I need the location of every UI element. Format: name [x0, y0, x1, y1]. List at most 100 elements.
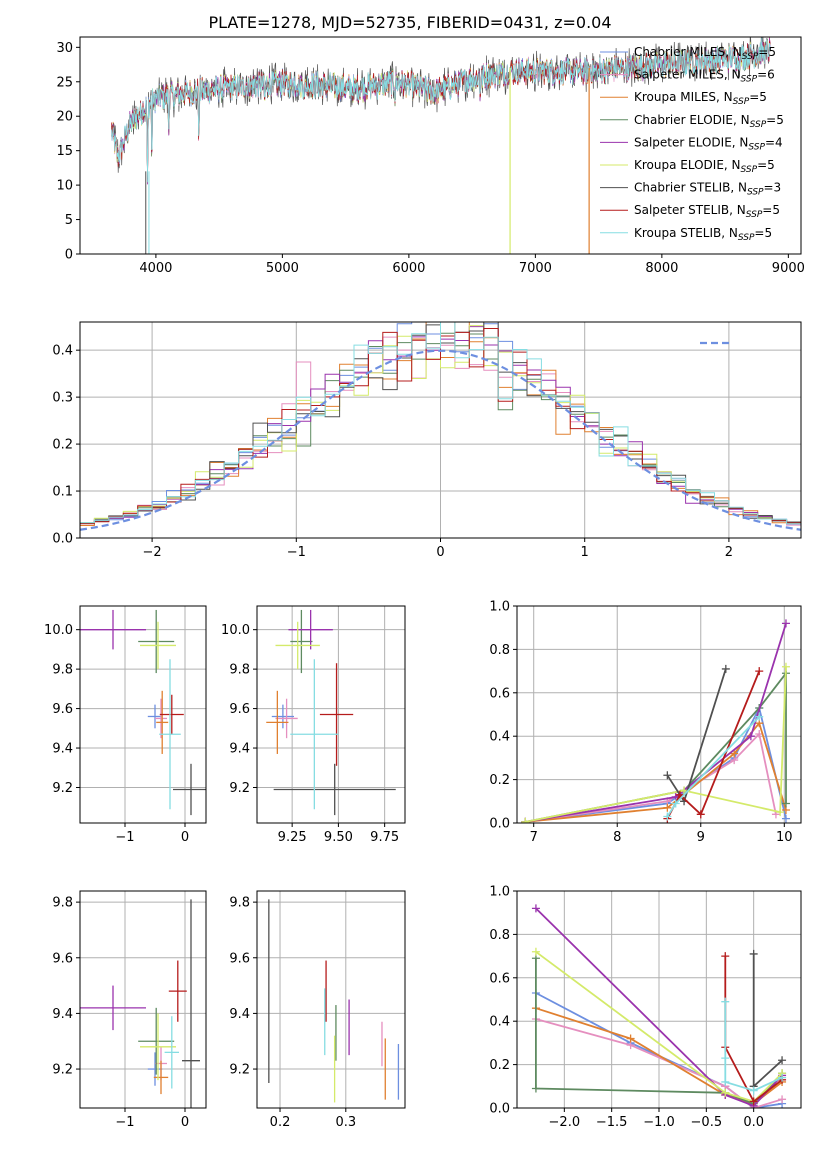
weight-marker	[776, 808, 785, 817]
weight-marker	[781, 814, 790, 823]
x-tick-label: 4000	[139, 261, 172, 276]
y-tick-label: 9.8	[229, 896, 250, 911]
legend-label-value: =5	[766, 113, 784, 127]
y-tick-label: 25	[56, 75, 73, 90]
y-tick-label: 9.6	[52, 702, 73, 717]
y-tick-label: 9.4	[52, 1007, 73, 1022]
z_weight-plot-area	[531, 904, 787, 1108]
legend-label-text: Salpeter ELODIE, N	[634, 135, 748, 149]
weight-marker	[721, 1088, 730, 1097]
weight-marker	[696, 810, 705, 819]
y-tick-label: 0.2	[52, 438, 73, 453]
y-tick-label: 9.2	[229, 781, 250, 796]
weight-marker	[781, 619, 790, 628]
x-tick-label: −0.5	[691, 1115, 723, 1130]
legend-label: Chabrier ELODIE, NSSP=5	[634, 113, 784, 130]
x-tick-label: 10	[776, 830, 793, 845]
x-tick-label: 9	[697, 830, 705, 845]
y-tick-label: 30	[56, 41, 73, 56]
x-tick-label: 2	[725, 545, 733, 560]
weight-line	[525, 623, 787, 823]
figure-title: PLATE=1278, MJD=52735, FIBERID=0431, z=0…	[208, 13, 611, 32]
y-tick-label: 20	[56, 110, 73, 125]
legend-label-subscript: SSP	[742, 52, 759, 62]
y-tick-label: 5	[65, 213, 73, 228]
x-tick-label: 7000	[519, 261, 552, 276]
legend-label-value: =6	[757, 68, 775, 82]
weight-marker	[721, 664, 730, 673]
weight-marker	[749, 1086, 758, 1095]
histogram-step	[80, 322, 801, 538]
x-tick-label: 8	[613, 830, 621, 845]
legend-label-text: Kroupa ELODIE, N	[634, 158, 741, 172]
legend-label-value: =5	[762, 203, 780, 217]
x-tick-label: −1.0	[643, 1115, 675, 1130]
y-tick-label: 0.6	[489, 971, 510, 986]
y-tick-label: 9.8	[52, 896, 73, 911]
spectrum-model-line	[111, 37, 771, 183]
weight-marker	[626, 1034, 635, 1043]
legend-label-text: Salpeter MILES, N	[634, 68, 741, 82]
legend-label-value: =5	[749, 90, 767, 104]
y-tick-label: 0.3	[52, 391, 73, 406]
weight-marker	[521, 817, 530, 823]
y-tick-label: 0.8	[489, 928, 510, 943]
weight-marker	[755, 667, 764, 676]
y-tick-label: 9.2	[229, 1063, 250, 1078]
legend-label-subscript: SSP	[738, 233, 755, 243]
legend-label-value: =5	[754, 226, 772, 240]
y-tick-label: 0.2	[489, 773, 510, 788]
legend-label-text: Chabrier STELIB, N	[634, 181, 747, 195]
z_weight-axes: −2.0 −1.5 −1.0 −0.5 0.0 0.0 0.2 0.4 0.6 0.8 1.0	[489, 885, 802, 1130]
x-tick-label: 9.25	[278, 830, 307, 845]
y-tick-label: 0.4	[489, 1015, 510, 1030]
weight-marker	[755, 712, 764, 721]
x-tick-label: 0	[181, 830, 189, 845]
age_weight-plot-area	[521, 619, 790, 823]
x-tick-label: 9.50	[324, 830, 353, 845]
spectrum-axes: 4000 5000 6000 7000 8000 9000 0 5 10 15 20 25 30 Chab…	[56, 36, 805, 276]
legend-label-subscript: SSP	[741, 75, 758, 85]
normal-curve	[80, 349, 801, 531]
y-tick-label: 0.4	[52, 344, 73, 359]
legend-label: Kroupa MILES, NSSP=5	[634, 90, 767, 107]
x-tick-label: 6000	[392, 261, 425, 276]
y-tick-label: 9.6	[52, 951, 73, 966]
y-tick-label: 10	[56, 179, 73, 194]
weight-marker	[778, 1095, 787, 1104]
spectrum-plot-area	[111, 37, 771, 254]
weight-marker	[721, 1077, 730, 1086]
y-tick-label: 9.6	[229, 702, 250, 717]
legend-label: Salpeter MILES, NSSP=6	[634, 68, 775, 85]
axes-frame	[516, 605, 802, 824]
y-tick-label: 0.2	[489, 1058, 510, 1073]
x-tick-label: 0.0	[743, 1115, 764, 1130]
y-tick-label: 0.4	[489, 730, 510, 745]
legend-label: Salpeter ELODIE, NSSP=4	[634, 135, 783, 152]
x-tick-label: 9.75	[370, 830, 399, 845]
y-tick-label: 1.0	[489, 600, 510, 615]
z_mass-plot-area	[80, 899, 200, 1108]
x-tick-label: 8000	[645, 261, 678, 276]
x-tick-label: −1	[115, 830, 134, 845]
axes-frame	[256, 605, 406, 824]
weight-marker	[531, 904, 540, 913]
legend-label-subscript: SSP	[741, 165, 758, 175]
y-tick-label: 9.8	[229, 663, 250, 678]
x-tick-label: 9000	[772, 261, 805, 276]
x-tick-label: 0	[436, 545, 444, 560]
legend-label-text: Kroupa STELIB, N	[634, 226, 738, 240]
y-tick-label: 10.0	[44, 623, 73, 638]
weight-line	[752, 953, 783, 1089]
legend-label: Kroupa ELODIE, NSSP=5	[634, 158, 775, 175]
legend-label: Kroupa STELIB, NSSP=5	[634, 226, 772, 243]
y-tick-label: 9.2	[52, 1063, 73, 1078]
age_weight-axes: 7 8 9 10 0.0 0.2 0.4 0.6 0.8 1.0	[489, 600, 802, 845]
weight-marker	[778, 1073, 787, 1082]
weight-line	[525, 666, 787, 823]
weight-marker	[746, 732, 755, 741]
legend-label-subscript: SSP	[746, 210, 763, 220]
y-tick-label: 0.0	[489, 817, 510, 832]
legend-label-text: Chabrier MILES, N	[634, 45, 742, 59]
